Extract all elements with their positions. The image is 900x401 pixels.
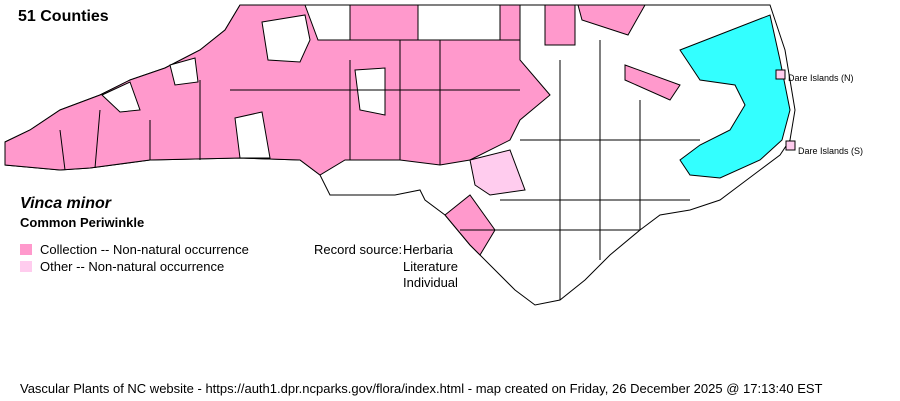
legend-item-other: Other -- Non-natural occurrence xyxy=(20,259,224,274)
pamlico-sound xyxy=(679,14,791,179)
footer-credit: Vascular Plants of NC website - https://… xyxy=(20,381,823,396)
record-source-item: Literature xyxy=(403,258,458,274)
record-source-label: Record source: xyxy=(314,242,403,257)
legend-swatch-collection xyxy=(20,244,32,255)
legend-item-collection: Collection -- Non-natural occurrence xyxy=(20,242,249,257)
legend-label: Collection -- Non-natural occurrence xyxy=(40,242,249,257)
dare-islands-n-marker xyxy=(775,69,786,80)
other-county xyxy=(469,149,526,196)
county-lines xyxy=(59,39,700,300)
dare-islands-n-label: Dare Islands (N) xyxy=(788,73,854,83)
common-name: Common Periwinkle xyxy=(20,215,145,230)
legend-label: Other -- Non-natural occurrence xyxy=(40,259,225,274)
legend-swatch-other xyxy=(20,261,32,272)
collection-counties-east xyxy=(444,4,681,256)
absent-counties xyxy=(101,4,501,159)
dare-islands-s-marker xyxy=(785,140,796,151)
dare-islands-s-label: Dare Islands (S) xyxy=(798,146,864,156)
record-source-item: Individual xyxy=(403,275,458,290)
record-source-list: Herbaria Literature Individual xyxy=(403,242,458,292)
county-count-title: 51 Counties xyxy=(18,8,109,25)
scientific-name: Vinca minor xyxy=(20,195,111,212)
record-source-item: Herbaria xyxy=(403,242,453,257)
